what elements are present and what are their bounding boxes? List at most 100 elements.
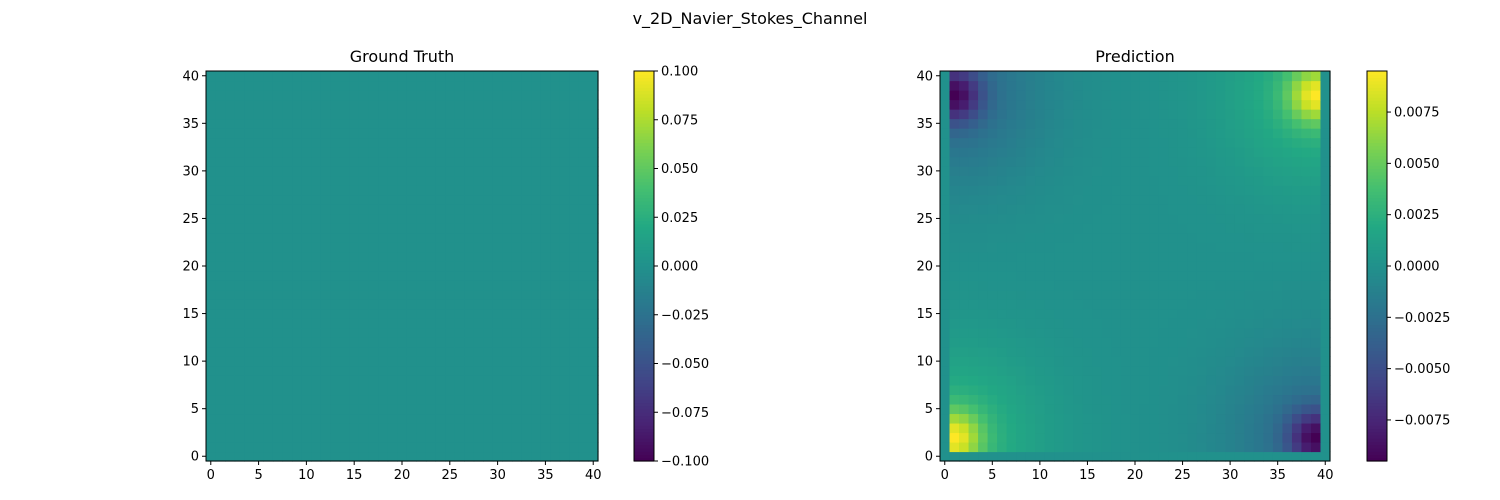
heatmap-cell: [1320, 213, 1331, 224]
heatmap-cell: [445, 109, 456, 120]
heatmap-cell: [1320, 185, 1331, 196]
colorbar-gradient-step: [634, 399, 654, 404]
heatmap-cell: [559, 118, 570, 129]
heatmap-cell: [234, 80, 245, 91]
heatmap-cell: [464, 242, 475, 253]
heatmap-cell: [330, 204, 341, 215]
colorbar-gradient-step: [1367, 266, 1387, 270]
heatmap-cell: [1168, 232, 1179, 243]
heatmap-cell: [559, 356, 570, 367]
colorbar-gradient-step: [1367, 152, 1387, 157]
heatmap-cell: [454, 432, 465, 443]
heatmap-cell: [1168, 299, 1179, 310]
heatmap-cell: [454, 346, 465, 357]
heatmap-cell: [492, 118, 503, 129]
heatmap-cell: [978, 232, 989, 243]
heatmap-cell: [1310, 346, 1322, 357]
colorbar-gradient-step: [634, 457, 654, 462]
heatmap-cell: [349, 166, 360, 177]
heatmap-cell: [1177, 251, 1188, 262]
heatmap-cell: [1139, 422, 1150, 434]
heatmap-cell: [569, 451, 580, 462]
heatmap-cell: [1092, 422, 1103, 434]
heatmap-cell: [358, 318, 370, 329]
heatmap-cell: [1082, 71, 1093, 82]
heatmap-cell: [531, 270, 542, 281]
heatmap-cell: [349, 194, 360, 205]
heatmap-cell: [253, 137, 264, 148]
heatmap-cell: [358, 441, 370, 453]
heatmap-cell: [1120, 403, 1131, 415]
heatmap-cell: [292, 137, 303, 148]
heatmap-cell: [1206, 432, 1217, 443]
heatmap-cell: [206, 451, 217, 462]
heatmap-cell: [225, 337, 236, 348]
heatmap-cell: [1291, 270, 1303, 281]
heatmap-cell: [1092, 384, 1103, 396]
heatmap-cell: [511, 365, 523, 376]
heatmap-cell: [282, 109, 293, 120]
heatmap-cell: [1092, 242, 1103, 253]
heatmap-cell: [454, 375, 465, 386]
heatmap-cell: [416, 270, 427, 281]
heatmap-cell: [406, 432, 417, 443]
heatmap-cell: [550, 422, 561, 434]
heatmap-cell: [406, 451, 417, 462]
heatmap-cell: [1016, 413, 1027, 424]
heatmap-cell: [483, 441, 494, 453]
heatmap-cell: [1272, 90, 1284, 101]
heatmap-cell: [1111, 441, 1122, 453]
heatmap-cell: [1253, 71, 1265, 82]
heatmap-cell: [234, 270, 245, 281]
colorbar-gradient-step: [634, 412, 654, 417]
colorbar-gradient-step: [634, 363, 654, 368]
heatmap-cell: [1044, 413, 1055, 424]
heatmap-cell: [1196, 299, 1207, 310]
heatmap-cell: [1206, 137, 1217, 148]
heatmap-cell: [206, 80, 217, 91]
heatmap-cell: [578, 194, 590, 205]
heatmap-cell: [1035, 71, 1046, 82]
heatmap-cell: [1225, 375, 1236, 386]
heatmap-cell: [1225, 451, 1236, 462]
colorbar-gradient-step: [634, 93, 654, 98]
colorbar-gradient-step: [1367, 360, 1387, 365]
heatmap-cell: [1035, 384, 1046, 396]
heatmap-cell: [949, 185, 960, 196]
heatmap-cell: [968, 90, 979, 101]
heatmap-cell: [244, 432, 255, 443]
heatmap-cell: [339, 394, 351, 405]
heatmap-cell: [492, 451, 503, 462]
heatmap-cell: [949, 365, 960, 376]
heatmap-cell: [1215, 394, 1226, 405]
heatmap-cell: [1215, 137, 1226, 148]
colorbar-gradient-step: [1367, 142, 1387, 147]
heatmap-cell: [511, 356, 523, 367]
colorbar-gradient-step: [634, 334, 654, 339]
heatmap-cell: [330, 346, 341, 357]
heatmap-cell: [511, 432, 523, 443]
heatmap-cell: [1168, 308, 1179, 319]
heatmap-cell: [1196, 308, 1207, 319]
heatmap-cell: [1101, 318, 1112, 329]
heatmap-cell: [588, 185, 599, 196]
heatmap-cell: [473, 365, 484, 376]
heatmap-cell: [244, 232, 255, 243]
x-tick-label: 20: [394, 468, 411, 483]
heatmap-cell: [1234, 346, 1245, 357]
heatmap-cell: [387, 356, 398, 367]
heatmap-cell: [378, 137, 389, 148]
heatmap-cell: [1272, 175, 1284, 186]
heatmap-cell: [1196, 80, 1207, 91]
heatmap-cell: [301, 270, 312, 281]
heatmap-cell: [1187, 365, 1198, 376]
y-tick-label: 5: [925, 402, 933, 417]
heatmap-cell: [368, 251, 379, 262]
heatmap-cell: [378, 90, 389, 101]
heatmap-cell: [1158, 365, 1169, 376]
heatmap-cell: [416, 346, 427, 357]
heatmap-cell: [292, 118, 303, 129]
heatmap-cell: [1320, 356, 1331, 367]
heatmap-cell: [492, 251, 503, 262]
heatmap-cell: [1187, 156, 1198, 167]
